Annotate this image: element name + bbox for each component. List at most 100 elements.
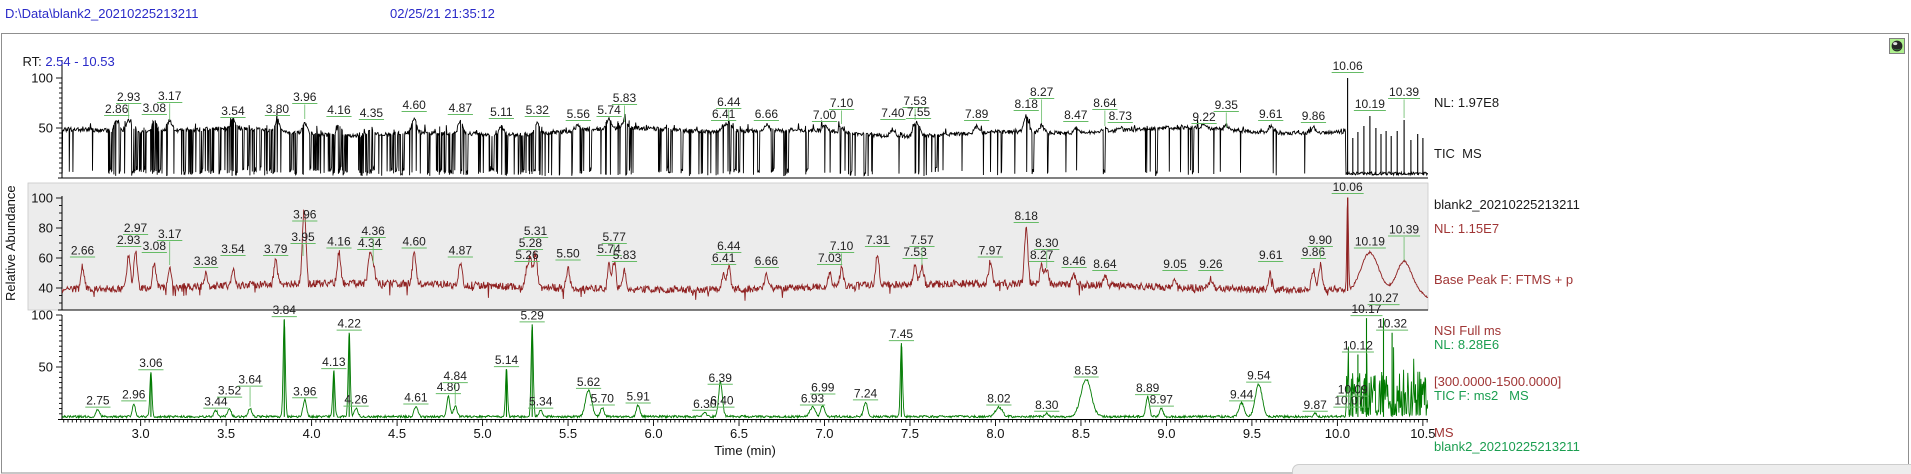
peak-label: 10.19: [1355, 97, 1385, 111]
peak-label: 4.61: [404, 391, 428, 405]
bottom-panel-strip: [1292, 464, 1911, 474]
peak-label: 8.18: [1015, 97, 1039, 111]
peak-label: 10.39: [1389, 223, 1419, 237]
pane-info-ms2: NL: 8.28E6 TIC F: ms2 MS blank2_20210225…: [1434, 302, 1580, 474]
peak-label: 8.89: [1136, 381, 1160, 395]
peak-label: 8.47: [1064, 108, 1088, 122]
tic-trace: [62, 111, 1428, 177]
peak-label: 5.74: [597, 242, 621, 256]
peak-label: 2.97: [124, 221, 148, 235]
peak-label: 6.99: [811, 381, 835, 395]
peak-label: 3.08: [143, 239, 167, 253]
x-axis: 3.0 3.5 4.0 4.5 5.0 5.5 6.0 6.5 7.0 7.5 8.0 8.5 9.0 9…: [63, 419, 1436, 441]
rt-range-label: RT: 2.54 - 10.53: [8, 39, 114, 84]
peak-label: 3.38: [194, 254, 218, 268]
peak-labels-ms2_tic: 2.75 2.96 3.06 3.443.523.64 3.84 3.96 4.13 4.22…: [85, 291, 1409, 412]
x-tick-label: 9.0: [1157, 426, 1175, 441]
peak-label: 8.18: [1015, 209, 1039, 223]
peak-label: 9.86: [1302, 245, 1326, 259]
peak-label: 8.30: [1035, 236, 1059, 250]
pane-ms2-bg[interactable]: [28, 311, 1428, 419]
peak-label: 2.93: [117, 233, 141, 247]
peak-label: 8.97: [1150, 393, 1174, 407]
peak-label: 5.77: [603, 230, 627, 244]
pane-base-peak-bg[interactable]: [27, 182, 1429, 311]
peak-label: 6.41: [712, 251, 736, 265]
peak-label: 4.35: [360, 106, 384, 120]
peak-label: 10.17: [1351, 302, 1381, 316]
x-tick-label: 8.5: [1072, 426, 1090, 441]
x-tick-label: 5.0: [474, 426, 492, 441]
peak-label: 4.87: [449, 244, 473, 258]
scan-filter: TIC MS: [1434, 146, 1482, 161]
peak-label: 5.32: [526, 103, 550, 117]
x-tick-label: 4.0: [303, 426, 321, 441]
acquisition-timestamp: 02/25/21 21:35:12: [390, 6, 495, 21]
x-tick-label: 4.5: [388, 426, 406, 441]
peak-label: 7.55: [907, 105, 931, 119]
peak-label: 3.96: [293, 208, 317, 222]
peak-label: 7.10: [830, 96, 854, 110]
peak-label: 6.93: [801, 392, 825, 406]
rt-prefix: RT:: [22, 54, 42, 69]
peak-label: 7.45: [890, 327, 914, 341]
peak-label: 10.39: [1389, 85, 1419, 99]
x-tick-label: 10.0: [1325, 426, 1350, 441]
peak-label: 7.10: [830, 239, 854, 253]
peak-label: 3.95: [291, 230, 315, 244]
raw-file-path: D:\Data\blank2_20210225213211: [5, 6, 199, 21]
mass-range: [300.0000-1500.0000]: [1434, 374, 1562, 389]
peak-label: 5.34: [529, 395, 553, 409]
peak-label: 7.97: [979, 244, 1003, 258]
raw-file-name: blank2_20210225213211: [1434, 439, 1580, 454]
peak-label: 7.31: [866, 233, 890, 247]
peak-label: 5.50: [556, 247, 580, 261]
peak-label: 3.52: [218, 384, 242, 398]
peak-label: 3.64: [238, 373, 262, 387]
ms2-trace: [62, 320, 1428, 420]
peak-label: 6.66: [755, 254, 779, 268]
nl-value: NL: 1.97E8: [1434, 95, 1500, 110]
peak-label: 10.09: [1338, 383, 1368, 397]
peak-label: 9.90: [1309, 233, 1333, 247]
peak-label: 7.89: [965, 107, 989, 121]
peak-label: 5.70: [591, 392, 615, 406]
peak-label: 8.27: [1030, 85, 1054, 99]
peak-label: 6.44: [717, 95, 741, 109]
pane-info-base-peak: NL: 1.15E7 Base Peak F: FTMS + p NSI Ful…: [1434, 186, 1580, 474]
peak-label: 3.44: [204, 395, 228, 409]
peak-label: 9.61: [1259, 248, 1283, 262]
peak-label: 8.64: [1093, 257, 1117, 271]
y-tick-label: 100: [31, 308, 53, 323]
peak-label: 6.44: [717, 239, 741, 253]
peak-label: 9.26: [1199, 257, 1223, 271]
peak-label: 10.27: [1369, 291, 1399, 305]
peak-label: 5.62: [577, 375, 601, 389]
peak-label: 9.05: [1163, 257, 1187, 271]
scan-filter: Base Peak F: FTMS + p: [1434, 272, 1574, 287]
peak-label: 10.32: [1377, 317, 1407, 331]
peak-label: 3.54: [221, 242, 245, 256]
peak-label: 9.61: [1259, 107, 1283, 121]
status-sphere-icon[interactable]: [1889, 38, 1905, 54]
x-tick-label: 3.0: [132, 426, 150, 441]
peak-label: 3.96: [293, 384, 317, 398]
window-border: [1, 33, 1909, 474]
peak-label: 8.02: [987, 392, 1011, 406]
peak-label: 10.12: [1343, 339, 1373, 353]
y-tick-label: 50: [39, 360, 53, 375]
x-tick-label: 6.0: [644, 426, 662, 441]
x-axis-title: Time (min): [714, 443, 776, 458]
peak-label: 4.16: [327, 235, 351, 249]
peak-label: 4.60: [403, 235, 427, 249]
peak-label: 9.87: [1303, 398, 1327, 412]
peak-label: 3.79: [264, 242, 288, 256]
ms2-needles: [150, 318, 1393, 417]
peak-label: 9.86: [1302, 109, 1326, 123]
x-tick-label: 6.5: [730, 426, 748, 441]
peak-label: 8.30: [1035, 398, 1059, 412]
peak-label: 9.54: [1247, 369, 1271, 383]
peak-label: 3.80: [266, 102, 290, 116]
peak-label: 2.86: [105, 102, 129, 116]
